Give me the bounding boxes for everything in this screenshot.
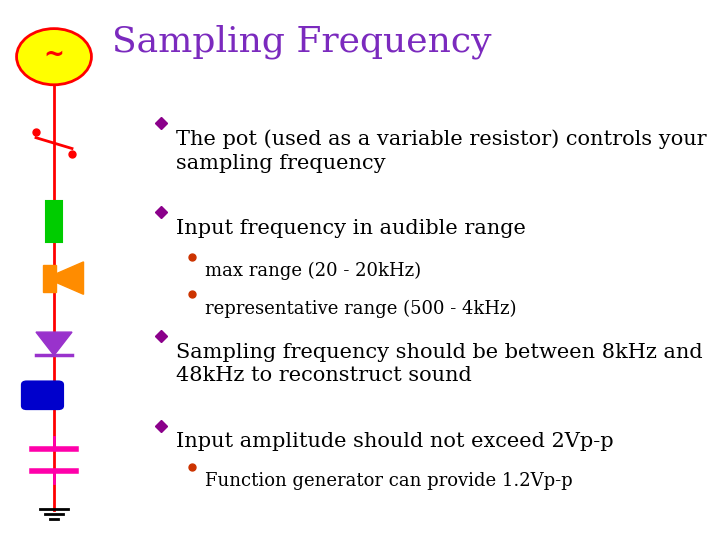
FancyBboxPatch shape (21, 380, 64, 410)
Polygon shape (36, 332, 72, 355)
Text: Sampling Frequency: Sampling Frequency (112, 24, 491, 59)
Text: max range (20 - 20kHz): max range (20 - 20kHz) (205, 262, 421, 280)
Bar (43, 265, 56, 292)
Text: Input frequency in audible range: Input frequency in audible range (176, 219, 526, 238)
Text: Input amplitude should not exceed 2Vp-p: Input amplitude should not exceed 2Vp-p (176, 432, 614, 451)
Text: Function generator can provide 1.2Vp-p: Function generator can provide 1.2Vp-p (205, 472, 573, 490)
Polygon shape (56, 262, 84, 294)
Circle shape (17, 29, 91, 85)
Text: ~: ~ (44, 43, 64, 66)
Text: The pot (used as a variable resistor) controls your
sampling frequency: The pot (used as a variable resistor) co… (176, 130, 707, 173)
Text: Sampling frequency should be between 8kHz and
48kHz to reconstruct sound: Sampling frequency should be between 8kH… (176, 343, 703, 386)
Text: representative range (500 - 4kHz): representative range (500 - 4kHz) (205, 300, 517, 318)
Bar (46, 201, 62, 241)
